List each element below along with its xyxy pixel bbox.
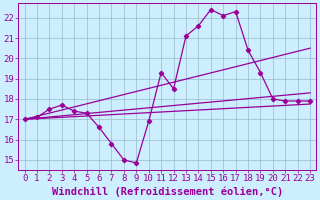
X-axis label: Windchill (Refroidissement éolien,°C): Windchill (Refroidissement éolien,°C) (52, 186, 283, 197)
